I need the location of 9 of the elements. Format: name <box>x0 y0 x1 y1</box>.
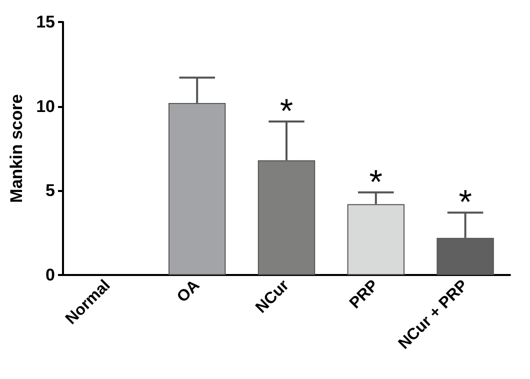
annotation: * <box>280 92 294 131</box>
annotation: * <box>369 163 383 202</box>
y-tick-label: 0 <box>46 266 55 284</box>
x-tick-label: OA <box>174 276 204 306</box>
y-tick-label: 10 <box>36 96 55 116</box>
y-tick-label: 5 <box>46 181 55 200</box>
y-tick-label: 15 <box>36 12 55 32</box>
y-axis-title: Mankin score <box>7 94 26 203</box>
annotation: * <box>458 184 472 222</box>
